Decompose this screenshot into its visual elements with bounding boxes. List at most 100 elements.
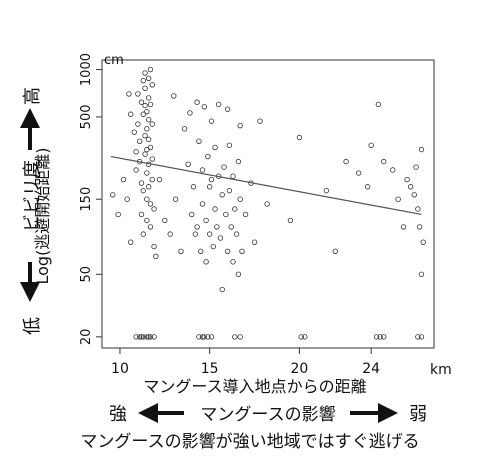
data-point (264, 201, 270, 207)
data-point (205, 334, 211, 340)
data-point (178, 248, 184, 254)
x-axis: 10 15 20 24 (111, 348, 380, 377)
data-point (201, 104, 207, 110)
data-point (232, 206, 238, 212)
data-point (237, 122, 243, 129)
data-point (128, 239, 134, 245)
data-point (364, 184, 371, 190)
data-point (138, 99, 145, 105)
data-point (368, 142, 374, 149)
data-point (233, 231, 240, 237)
data-point (142, 70, 148, 76)
trend-line (110, 155, 422, 216)
data-point (140, 334, 146, 340)
y-axis-title: Log(逃避開始距離) (33, 147, 52, 284)
data-point (144, 170, 150, 176)
data-point (232, 334, 238, 340)
data-point (199, 334, 206, 340)
data-point (302, 334, 308, 340)
data-point (323, 187, 330, 194)
x-tick-label: 24 (362, 361, 380, 377)
data-points (110, 66, 426, 340)
data-point (131, 129, 138, 135)
data-point (201, 334, 207, 340)
data-point (136, 138, 143, 144)
data-point (208, 176, 215, 183)
data-point (145, 75, 152, 81)
data-point (140, 111, 146, 117)
data-point (145, 184, 152, 190)
data-point (198, 248, 204, 254)
data-point (407, 184, 414, 190)
data-point (136, 334, 143, 340)
data-point (418, 334, 425, 340)
data-point (144, 126, 150, 132)
data-point (416, 224, 423, 230)
data-point (212, 144, 218, 151)
data-point (172, 196, 179, 202)
data-point (199, 167, 206, 173)
fear-level-label: ビビリ度 (22, 160, 43, 232)
data-point (381, 158, 387, 165)
data-point (212, 206, 218, 212)
plot-frame (101, 59, 435, 349)
data-point (147, 224, 154, 230)
data-point (415, 334, 421, 340)
data-point (138, 334, 145, 340)
influence-label: マングースの影響 (200, 405, 335, 425)
data-point (142, 151, 148, 157)
data-point (196, 334, 202, 340)
data-point (420, 239, 426, 245)
data-point (171, 93, 177, 99)
data-point (215, 101, 222, 108)
data-point (145, 117, 152, 123)
caption: マングースの影響が強い地域ではすぐ逃げる (80, 432, 419, 452)
data-point (219, 192, 225, 198)
data-point (205, 153, 211, 160)
data-point (156, 176, 163, 183)
data-point (162, 217, 168, 224)
data-point (194, 224, 200, 230)
data-point (151, 206, 157, 212)
data-point (418, 146, 425, 153)
data-point (415, 206, 421, 212)
data-point (140, 187, 146, 194)
data-point (115, 211, 121, 218)
data-point (124, 196, 130, 202)
data-point (149, 82, 155, 88)
data-point (208, 334, 215, 340)
data-point (199, 201, 206, 207)
data-point (242, 211, 249, 218)
data-point (133, 167, 139, 173)
y-tick-label: 500 (79, 105, 94, 130)
data-point (120, 176, 127, 183)
data-point (226, 142, 233, 149)
data-point (145, 136, 152, 143)
data-point (147, 66, 154, 73)
data-point (355, 170, 362, 176)
data-point (147, 101, 154, 108)
data-point (373, 334, 380, 340)
data-point (296, 134, 303, 141)
data-point (133, 334, 139, 340)
data-point (140, 77, 146, 84)
data-point (239, 248, 245, 254)
data-point (413, 164, 419, 170)
data-point (206, 231, 213, 237)
data-point (226, 187, 233, 194)
low-label: 低 (22, 317, 43, 335)
data-point (404, 176, 410, 183)
data-point (223, 211, 229, 218)
data-point (151, 243, 157, 250)
data-point (189, 211, 195, 218)
data-point (142, 85, 148, 92)
y-tick-label: 150 (79, 187, 94, 212)
data-point (135, 91, 141, 97)
data-point (251, 239, 258, 245)
x-axis-title: マングース導入地点からの距離 (143, 377, 366, 396)
data-point (203, 217, 209, 224)
data-point (257, 118, 263, 124)
data-point (144, 196, 150, 202)
data-point (110, 192, 116, 198)
